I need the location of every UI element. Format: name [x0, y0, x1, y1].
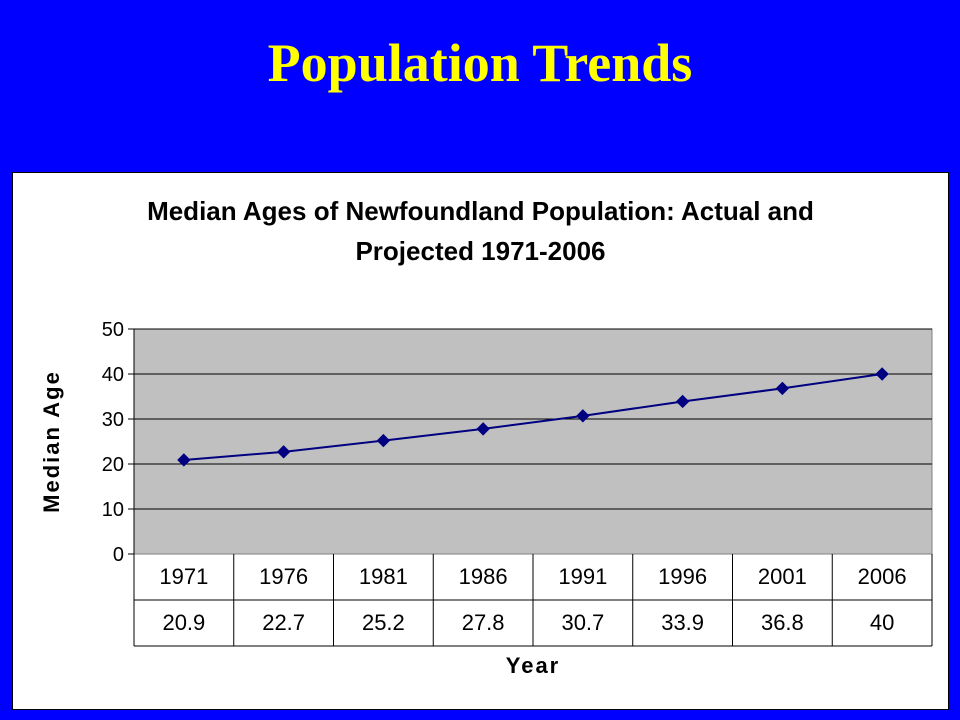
chart-panel: Median Ages of Newfoundland Population: …	[12, 172, 949, 710]
x-tick-label: 2001	[758, 564, 807, 589]
y-tick-label: 0	[113, 544, 124, 566]
x-tick-label: 2006	[858, 564, 907, 589]
data-point-marker	[576, 409, 590, 423]
x-tick-label: 1991	[558, 564, 607, 589]
data-table-value: 22.7	[262, 610, 305, 635]
y-tick-label: 30	[102, 409, 124, 431]
slide-title: Population Trends	[267, 33, 693, 93]
data-point-marker	[775, 381, 790, 396]
y-axis-label: Median Age	[39, 370, 64, 513]
data-table-value: 33.9	[661, 610, 704, 635]
y-tick-label: 10	[102, 499, 124, 521]
data-point-marker	[476, 422, 490, 436]
x-tick-label: 1976	[259, 564, 308, 589]
data-point-marker	[177, 453, 191, 467]
chart-title: Median Ages of Newfoundland Population: …	[13, 191, 948, 271]
data-point-marker	[376, 433, 391, 448]
x-tick-label: 1971	[159, 564, 208, 589]
data-point-marker	[875, 367, 889, 381]
data-point-marker	[675, 394, 690, 409]
data-point-marker	[276, 445, 291, 459]
y-tick-label: 50	[102, 319, 124, 341]
data-table-value: 36.8	[761, 610, 804, 635]
data-table-value: 25.2	[362, 610, 405, 635]
x-tick-label: 1981	[359, 564, 408, 589]
data-table-value: 40	[870, 610, 894, 635]
x-tick-label: 1996	[658, 564, 707, 589]
chart-title-line-1: Median Ages of Newfoundland Population: …	[147, 196, 814, 226]
data-table-value: 27.8	[462, 610, 505, 635]
y-tick-label: 20	[102, 454, 124, 476]
chart-title-line-2: Projected 1971-2006	[355, 236, 606, 266]
plot-area	[133, 328, 933, 555]
series-line	[183, 373, 883, 461]
data-table-value: 20.9	[162, 610, 205, 635]
data-table-value: 30.7	[561, 610, 604, 635]
median-age-line-chart: 0 10 20 30 40 50 Median Age 1971 20.9 1976 22.7 198…	[39, 319, 933, 678]
x-tick-label: 1986	[459, 564, 508, 589]
x-axis-label: Year	[506, 653, 561, 678]
y-tick-label: 40	[102, 364, 124, 386]
